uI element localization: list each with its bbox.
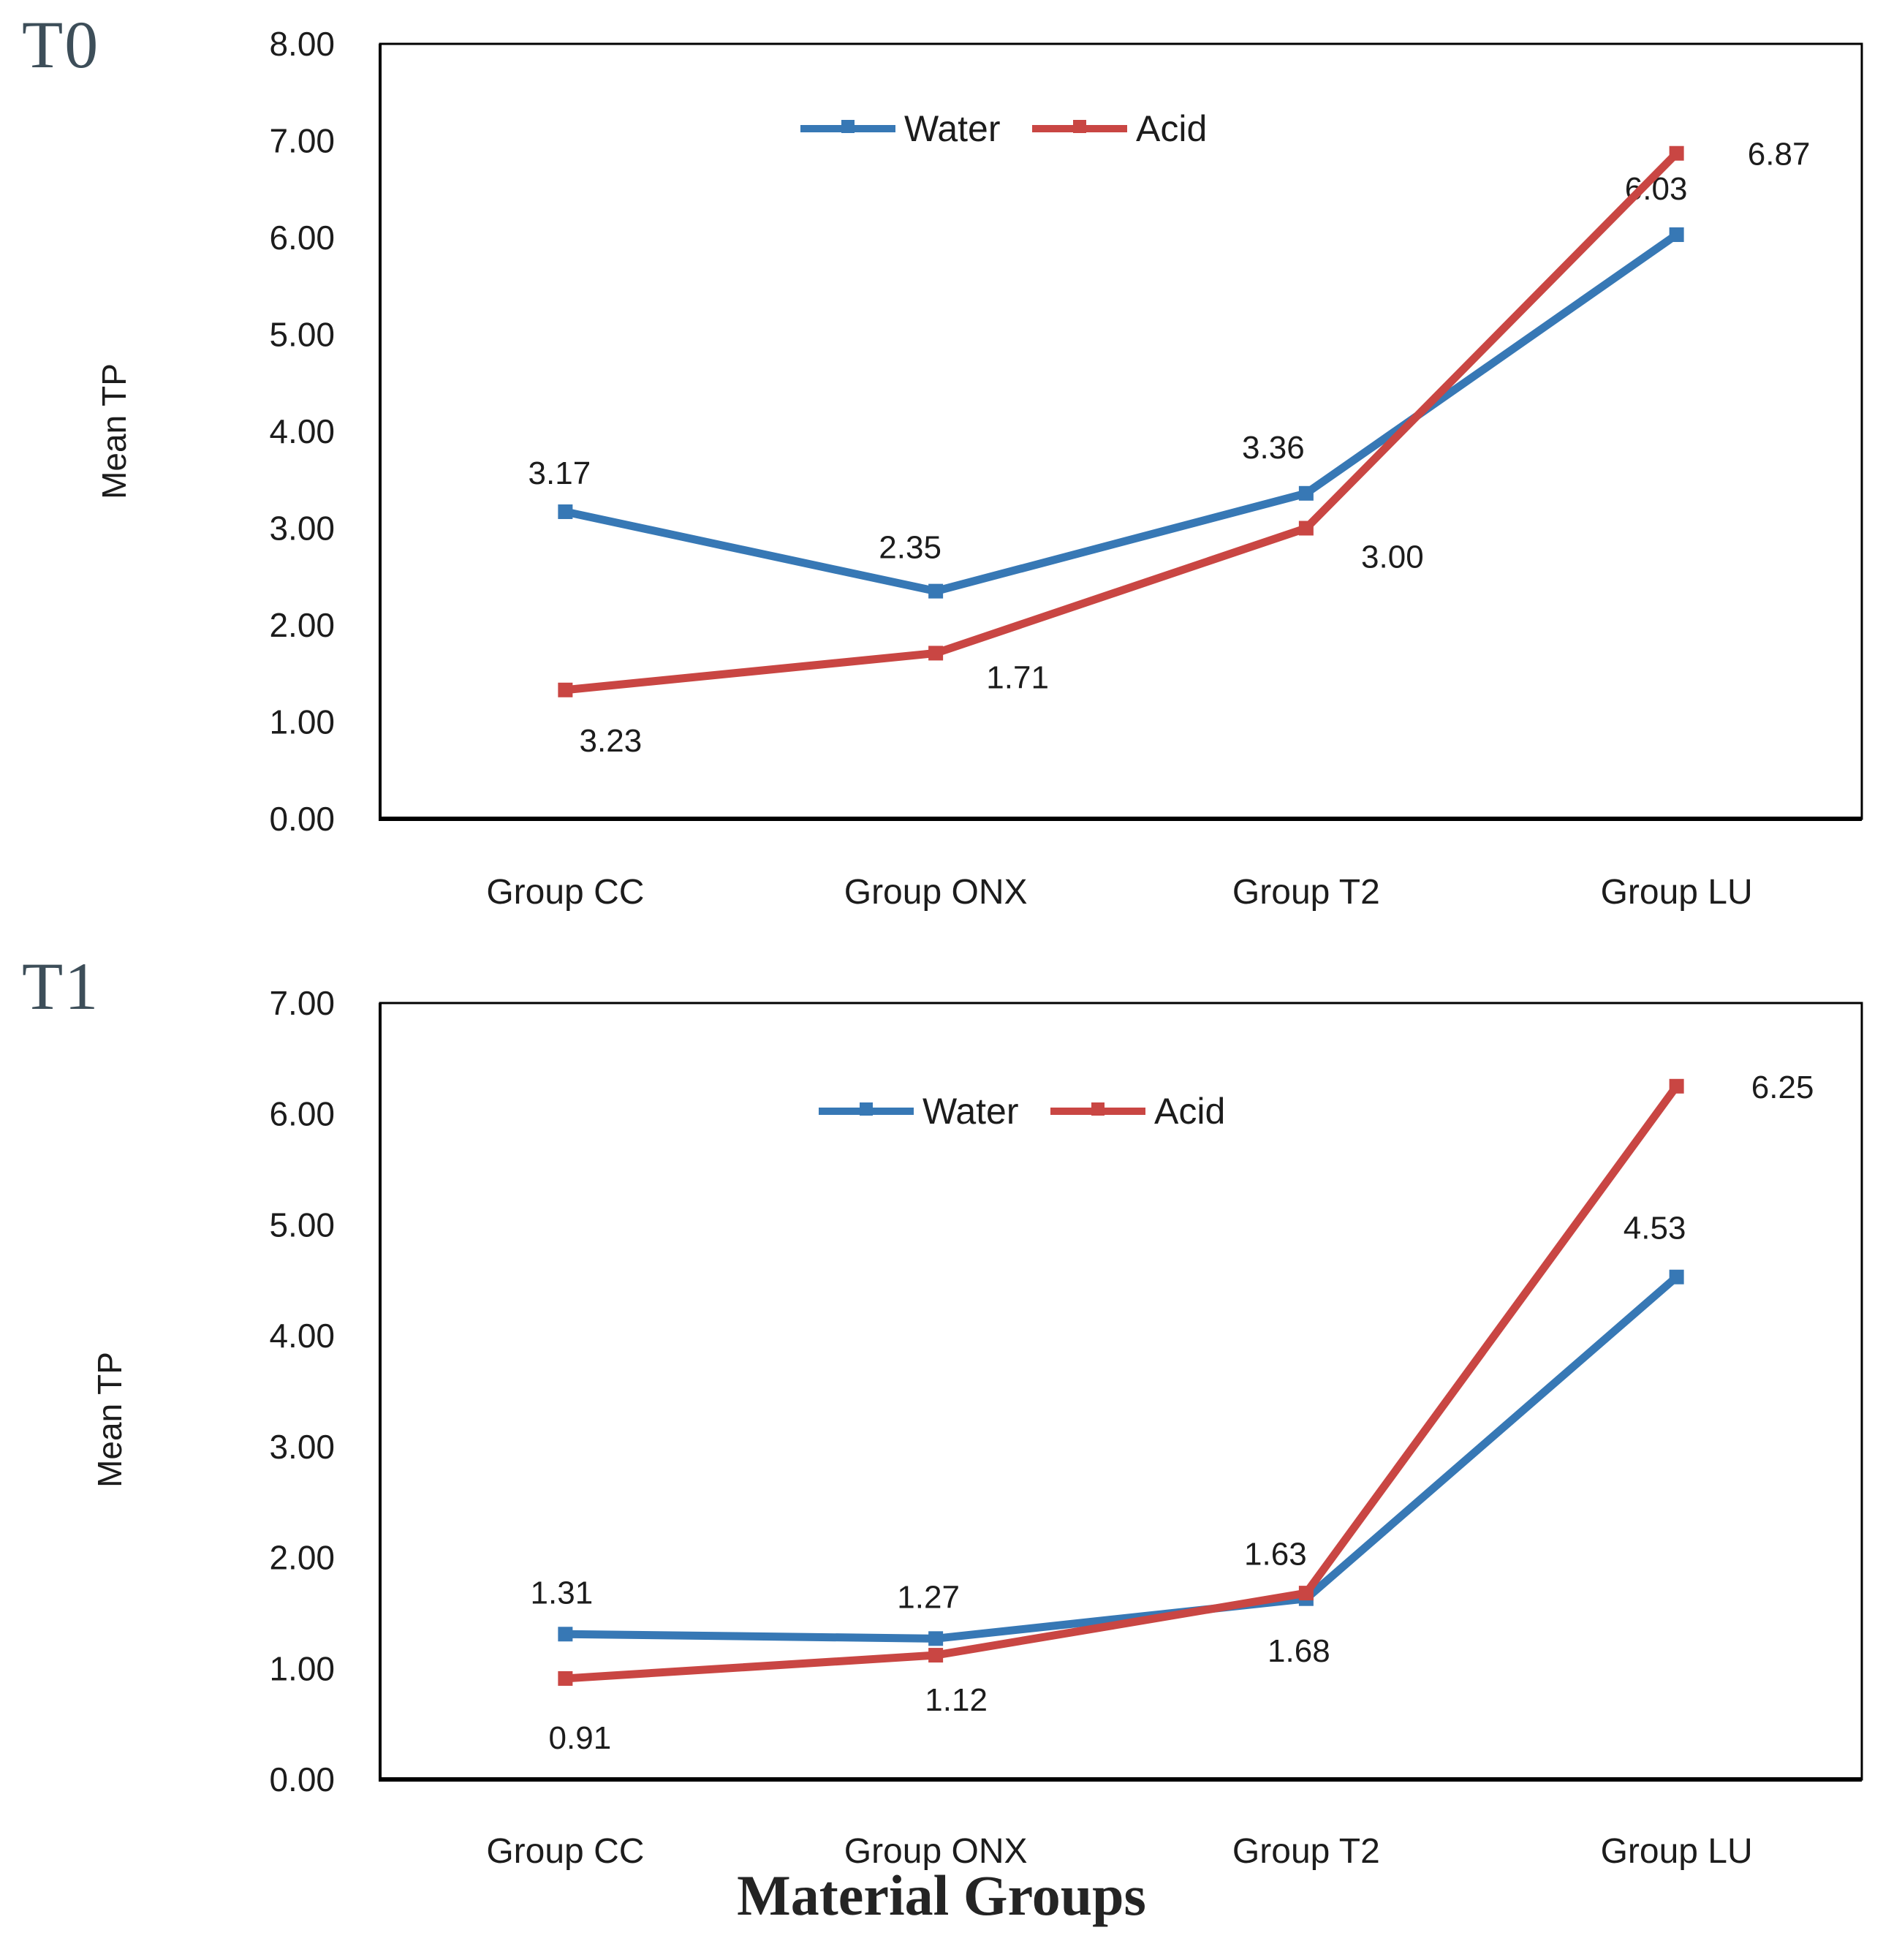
- data-label: 1.31: [531, 1575, 594, 1611]
- data-label: 4.53: [1624, 1211, 1686, 1246]
- legend-marker: [860, 1102, 873, 1116]
- data-point-marker-acid: [1298, 521, 1314, 536]
- data-label: 3.36: [1242, 430, 1305, 466]
- legend-label: Water: [904, 108, 1001, 149]
- data-point-marker-water: [928, 1631, 944, 1646]
- data-point-marker-water: [558, 504, 573, 519]
- data-label: 0.91: [549, 1720, 612, 1756]
- data-label: 6.87: [1748, 137, 1811, 173]
- y-tick-label: 4.00: [269, 412, 335, 450]
- series-line-acid: [561, 149, 1681, 695]
- data-label: 6.25: [1751, 1070, 1814, 1105]
- y-axis-title: Mean TP: [91, 1352, 129, 1488]
- y-tick-label: 7.00: [269, 122, 335, 160]
- category-label: Group T2: [1232, 873, 1380, 912]
- data-label: 1.71: [986, 659, 1049, 695]
- data-point-marker-acid: [1669, 1078, 1684, 1094]
- category-label: Group ONX: [844, 1832, 1028, 1871]
- y-tick-label: 8.00: [269, 25, 335, 63]
- y-tick-label: 7.00: [269, 984, 335, 1022]
- x-axis-title: Material Groups: [737, 1863, 1146, 1927]
- data-label: 1.63: [1244, 1537, 1307, 1573]
- y-tick-label: 1.00: [269, 703, 335, 741]
- data-label: 3.17: [528, 455, 591, 491]
- data-point-marker-water: [1669, 1269, 1684, 1284]
- y-tick-label: 2.00: [269, 1539, 335, 1577]
- category-label: Group CC: [486, 873, 644, 912]
- data-label: 3.00: [1361, 540, 1424, 575]
- category-label: Group CC: [486, 1832, 644, 1871]
- data-point-marker-acid: [1298, 1586, 1314, 1601]
- series-line-water: [561, 230, 1681, 596]
- data-point-marker-water: [558, 1627, 573, 1642]
- data-label: 1.12: [925, 1682, 988, 1718]
- legend-marker: [1073, 120, 1086, 133]
- chart-t0-title: T0: [22, 7, 100, 82]
- y-tick-label: 4.00: [269, 1317, 335, 1355]
- series-line-water: [561, 1273, 1681, 1643]
- data-point-marker-water: [928, 583, 944, 599]
- category-label: Group LU: [1601, 873, 1753, 912]
- y-tick-label: 6.00: [269, 1095, 335, 1133]
- y-tick-label: 0.00: [269, 800, 335, 838]
- data-label: 1.27: [897, 1579, 960, 1615]
- category-label: Group T2: [1232, 1832, 1380, 1871]
- data-point-marker-acid: [1669, 145, 1684, 161]
- data-point-marker-water: [1669, 227, 1684, 243]
- category-label: Group ONX: [844, 873, 1028, 912]
- chart-t1-title: T1: [22, 949, 100, 1023]
- data-point-marker-acid: [928, 646, 944, 661]
- legend-label: Acid: [1154, 1091, 1225, 1132]
- data-label: 1.68: [1268, 1633, 1330, 1669]
- series-line-acid: [561, 1082, 1681, 1683]
- y-tick-label: 2.00: [269, 606, 335, 644]
- plot-border: [379, 42, 1863, 820]
- legend-marker: [841, 120, 855, 133]
- data-label: 3.23: [580, 723, 643, 759]
- plot-border: [379, 1002, 1863, 1781]
- y-tick-label: 6.00: [269, 219, 335, 257]
- legend-marker: [1091, 1102, 1105, 1116]
- data-point-marker-water: [1298, 485, 1314, 501]
- y-tick-label: 3.00: [269, 510, 335, 548]
- legend-label: Water: [922, 1091, 1019, 1132]
- y-tick-label: 0.00: [269, 1760, 335, 1798]
- data-point-marker-acid: [558, 682, 573, 697]
- y-tick-label: 5.00: [269, 1206, 335, 1244]
- data-point-marker-acid: [928, 1648, 944, 1663]
- y-tick-label: 1.00: [269, 1649, 335, 1687]
- y-axis-title: Mean TP: [95, 363, 133, 499]
- y-tick-label: 5.00: [269, 316, 335, 354]
- legend-label: Acid: [1136, 108, 1207, 149]
- data-point-marker-acid: [558, 1670, 573, 1686]
- y-tick-label: 3.00: [269, 1428, 335, 1466]
- category-label: Group LU: [1601, 1832, 1753, 1871]
- data-label: 2.35: [879, 530, 942, 566]
